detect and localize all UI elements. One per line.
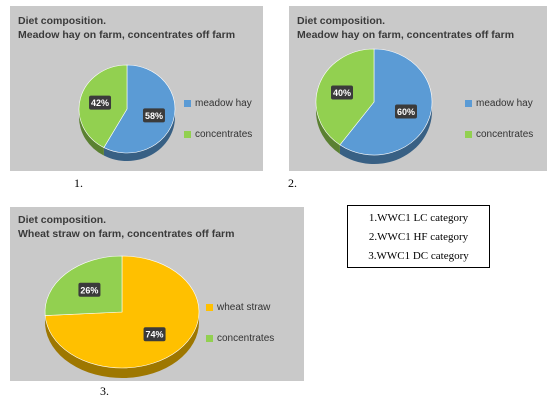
pie-slice [339, 48, 433, 156]
legend-label: meadow hay [195, 97, 252, 109]
legend-item: concentrates [184, 127, 252, 141]
data-label-bg [142, 108, 165, 123]
chart-legend: meadow hay concentrates [465, 96, 533, 158]
legend-label: concentrates [195, 128, 253, 140]
legend-swatch [206, 303, 213, 311]
key-line-1: 1.WWC1 LC category [368, 212, 469, 224]
legend-swatch [184, 99, 191, 107]
legend-label: concentrates [476, 128, 534, 140]
slice-data-label: 40% [331, 85, 354, 100]
pie-slice-side [103, 109, 175, 161]
data-label-text: 58% [145, 111, 163, 121]
data-label-text: 26% [80, 285, 98, 295]
data-label-bg [394, 104, 417, 119]
legend-label: wheat straw [217, 301, 271, 313]
figure-caption-3: 3. [100, 384, 109, 398]
legend-swatch [206, 334, 213, 342]
data-label-bg [331, 85, 354, 100]
key-line-3: 3.WWC1 DC category [368, 250, 469, 262]
legend-swatch [184, 130, 191, 138]
chart-panel-1: Diet composition. Meadow hay on farm, co… [10, 6, 263, 171]
data-label-text: 74% [146, 330, 164, 340]
slice-data-label: 42% [89, 95, 112, 110]
chart-panel-3: Diet composition. Wheat straw on farm, c… [10, 207, 304, 381]
pie-chart: 74% 26% [44, 255, 200, 378]
data-label-bg [78, 282, 101, 297]
legend-swatch [465, 99, 472, 107]
legend-label: meadow hay [476, 97, 533, 109]
slice-data-label: 58% [142, 108, 165, 123]
pie-slice [103, 64, 176, 154]
chart-title-line2: Meadow hay on farm, concentrates off far… [18, 28, 236, 41]
chart-title-line2: Meadow hay on farm, concentrates off far… [297, 28, 515, 41]
legend-swatch [465, 130, 472, 138]
chart-title-line2: Wheat straw on farm, concentrates off fa… [18, 227, 235, 240]
data-label-text: 40% [333, 88, 351, 98]
key-line-2: 2.WWC1 HF category [368, 231, 469, 243]
pie-slice-side [45, 312, 199, 378]
figure-caption-1: 1. [74, 176, 83, 190]
pie-slice-side [339, 102, 432, 164]
data-label-bg [143, 327, 166, 342]
chart-title-line1: Diet composition. [18, 214, 107, 226]
category-key-box: 1.WWC1 LC category 2.WWC1 HF category 3.… [347, 205, 490, 268]
slice-data-label: 60% [394, 104, 417, 119]
chart-panel-2: Diet composition. Meadow hay on farm, co… [289, 6, 547, 171]
legend-label: concentrates [217, 332, 275, 344]
legend-item: concentrates [206, 331, 274, 345]
legend-item: wheat straw [206, 300, 274, 314]
slice-data-label: 74% [143, 327, 166, 342]
data-label-bg [89, 95, 112, 110]
chart-title: Diet composition. Meadow hay on farm, co… [297, 15, 514, 42]
legend-item: concentrates [465, 127, 533, 141]
chart-legend: wheat straw concentrates [206, 300, 274, 362]
pie-slice-side [316, 102, 340, 154]
pie-chart: 58% 42% [78, 64, 176, 161]
figure-caption-2: 2. [288, 176, 297, 190]
pie-chart: 60% 40% [315, 48, 433, 164]
chart-legend: meadow hay concentrates [184, 96, 252, 158]
legend-item: meadow hay [184, 96, 252, 110]
chart-title-line1: Diet composition. [297, 15, 386, 27]
chart-title: Diet composition. Meadow hay on farm, co… [18, 15, 235, 42]
data-label-text: 42% [91, 98, 109, 108]
legend-item: meadow hay [465, 96, 533, 110]
chart-title-line1: Diet composition. [18, 15, 107, 27]
slice-data-label: 26% [78, 282, 101, 297]
data-label-text: 60% [397, 107, 415, 117]
chart-title: Diet composition. Wheat straw on farm, c… [18, 214, 234, 241]
